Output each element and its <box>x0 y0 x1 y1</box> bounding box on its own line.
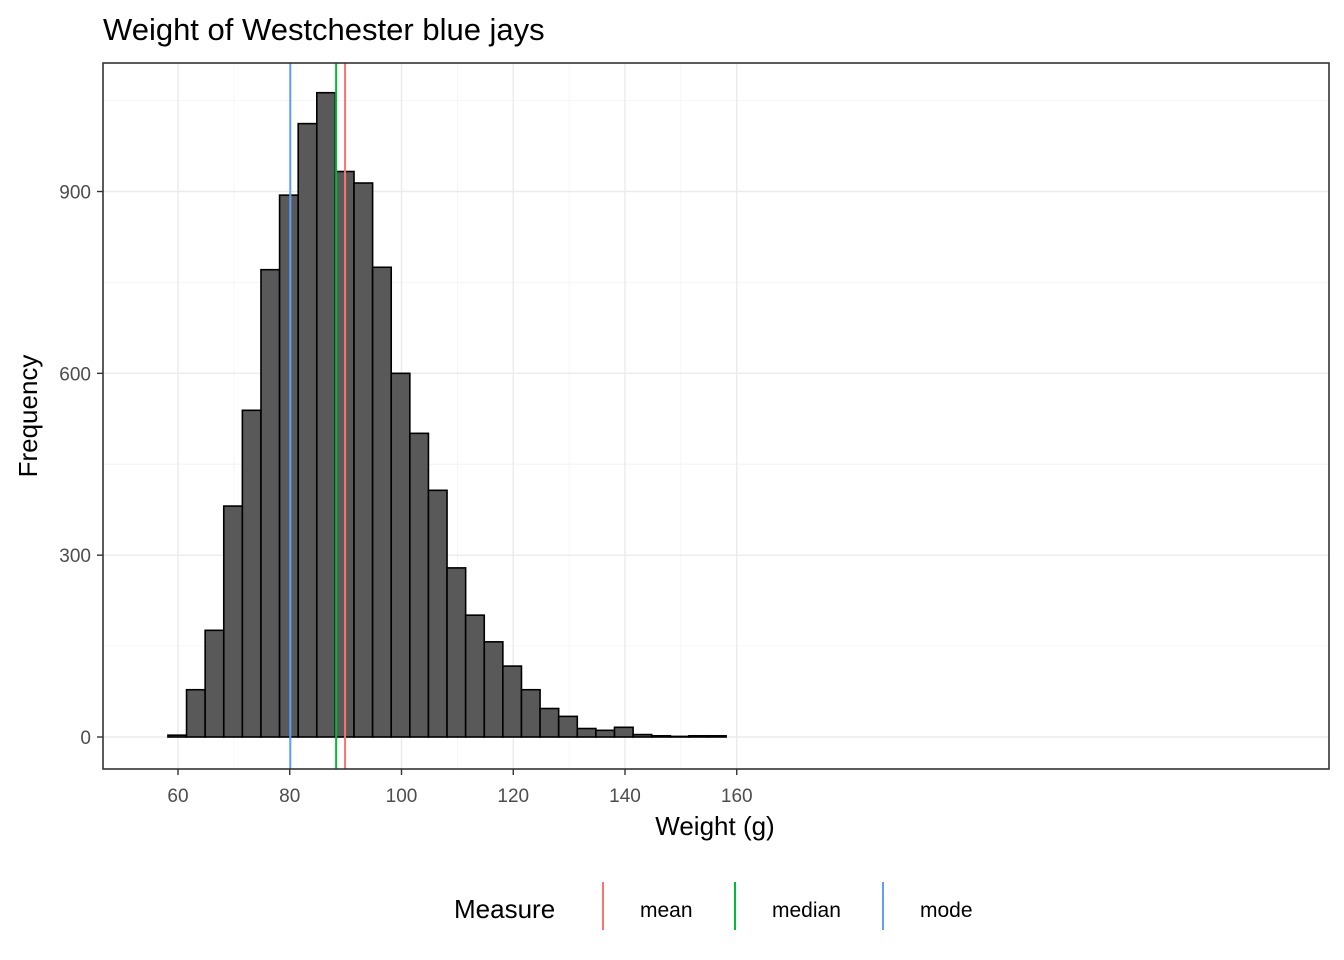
x-tick-label: 80 <box>279 786 300 807</box>
legend: Measure mean median mode <box>454 882 973 930</box>
histogram-bar-2 <box>185 688 206 738</box>
histogram-bar-15 <box>427 489 448 738</box>
x-axis-ticks: 60 80 100 120 140 160 <box>167 769 753 807</box>
y-tick-label: 0 <box>80 728 91 749</box>
histogram-bar-24 <box>595 729 616 738</box>
x-tick-label: 100 <box>386 786 418 807</box>
histogram-bar-9 <box>315 91 337 738</box>
histogram-bar-20 <box>520 688 541 738</box>
y-tick-label: 900 <box>59 183 91 204</box>
y-axis-title: Frequency <box>13 355 43 478</box>
histogram-bar-21 <box>539 707 560 738</box>
histogram-bar-26 <box>632 733 653 738</box>
histogram-bar-11 <box>353 182 374 738</box>
measure-lines <box>289 63 347 769</box>
histogram-bar-23 <box>576 727 597 738</box>
legend-title: Measure <box>454 894 555 924</box>
histogram-bar-28 <box>669 735 690 738</box>
histogram-bar-17 <box>464 614 486 738</box>
y-tick-label: 600 <box>59 364 91 385</box>
histogram-bar-27 <box>650 734 672 738</box>
histogram-bar-12 <box>371 266 393 738</box>
x-axis-title: Weight (g) <box>655 811 774 841</box>
x-tick-label: 140 <box>609 786 641 807</box>
plot-panel-border <box>102 62 1330 770</box>
histogram-bar-18 <box>483 641 504 738</box>
legend-label-mode: mode <box>920 899 973 922</box>
x-tick-label: 120 <box>497 786 529 807</box>
histogram-bar-19 <box>502 665 523 738</box>
histogram-bars <box>167 91 727 738</box>
chart-title: Weight of Westchester blue jays <box>103 12 545 47</box>
histogram-bar-13 <box>390 372 411 738</box>
y-axis-ticks: 0 300 600 900 <box>59 183 103 749</box>
legend-entries: mean median mode <box>602 882 973 930</box>
histogram-bar-16 <box>446 567 467 738</box>
x-tick-label: 160 <box>721 786 753 807</box>
histogram-bar-29 <box>688 734 709 738</box>
histogram-bar-8 <box>297 122 318 738</box>
y-tick-label: 300 <box>59 546 91 567</box>
histogram-bar-25 <box>613 726 634 738</box>
histogram-bar-1 <box>167 734 188 738</box>
legend-label-mean: mean <box>640 899 693 922</box>
histogram-bar-5 <box>241 409 262 738</box>
histogram-bar-22 <box>557 715 579 738</box>
x-tick-label: 60 <box>167 786 188 807</box>
histogram-bar-30 <box>706 734 727 738</box>
histogram-bar-7 <box>278 194 299 738</box>
histogram-bar-4 <box>222 505 244 738</box>
histogram-bar-3 <box>204 629 225 738</box>
histogram-bar-6 <box>260 268 281 738</box>
histogram-bar-14 <box>409 432 430 738</box>
legend-label-median: median <box>772 899 841 922</box>
